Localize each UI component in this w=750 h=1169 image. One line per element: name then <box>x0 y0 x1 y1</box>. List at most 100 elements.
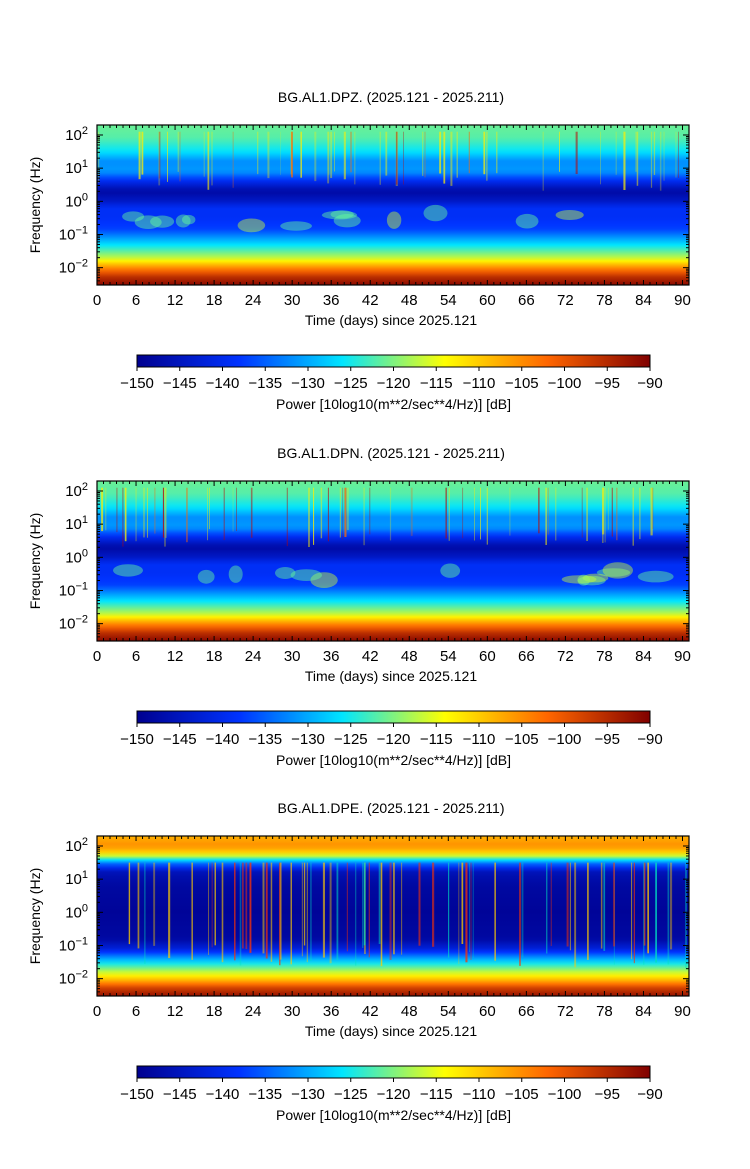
transient-streak <box>236 487 237 531</box>
noise-blob <box>440 563 461 578</box>
transient-streak <box>279 862 282 960</box>
transient-streak <box>613 862 615 947</box>
spectrogram-background <box>97 481 689 641</box>
colorbar: −150 −145 −140 −135 −130 −125 −120 −115 −110 −105… <box>120 354 663 412</box>
transient-streak <box>363 862 366 946</box>
x-tick-label: 30 <box>284 292 301 309</box>
transient-streak <box>207 131 210 190</box>
x-axis-label: Time (days) since 2025.121 <box>305 668 477 684</box>
transient-streak <box>270 862 273 962</box>
x-tick-label: 18 <box>206 1003 223 1020</box>
y-axis-label: Frequency (Hz) <box>27 868 43 964</box>
x-tick-label: 78 <box>596 292 613 309</box>
colorbar-tick-label: −105 <box>505 731 539 748</box>
y-tick-label: 10−1 <box>59 935 88 954</box>
transient-streak <box>659 131 662 191</box>
transient-streak <box>470 862 472 960</box>
transient-streak <box>339 487 341 538</box>
transient-streak <box>322 862 325 958</box>
transient-streak <box>239 862 242 966</box>
transient-streak <box>208 862 209 955</box>
transient-streak <box>393 862 395 955</box>
transient-streak <box>635 131 637 172</box>
colorbar-tick-label: −130 <box>291 375 325 392</box>
panel-1: BG.AL1.DPN. (2025.121 - 2025.211) 0 6 12 18 2… <box>27 445 691 768</box>
x-tick-label: 90 <box>674 648 691 665</box>
transient-streak <box>280 131 281 175</box>
panel-2: BG.AL1.DPE. (2025.121 - 2025.211) 0 6 12 18 2… <box>27 800 691 1123</box>
transient-streak <box>566 862 569 947</box>
x-tick-label: 72 <box>557 648 574 665</box>
transient-streak <box>401 862 403 955</box>
x-tick-label: 12 <box>167 292 184 309</box>
colorbar-tick-label: −115 <box>420 731 453 748</box>
x-tick-label: 42 <box>362 1003 379 1020</box>
noise-blob <box>182 214 196 225</box>
transient-streak <box>122 487 124 547</box>
colorbar-tick-label: −100 <box>548 731 582 748</box>
transient-streak <box>303 862 306 946</box>
y-axis-label: Frequency (Hz) <box>27 157 43 253</box>
transient-streak <box>678 131 679 178</box>
transient-streak <box>445 487 447 539</box>
noise-blob <box>280 221 312 231</box>
x-tick-label: 42 <box>362 292 379 309</box>
transient-streak <box>249 862 252 953</box>
transient-streak <box>186 487 188 543</box>
noise-blob <box>175 214 191 228</box>
transient-streak <box>329 862 332 964</box>
colorbar-tick-label: −120 <box>377 1086 411 1103</box>
transient-streak <box>581 487 583 538</box>
transient-streak <box>347 487 349 530</box>
transient-streak <box>147 487 148 538</box>
colorbar-tick-label: −150 <box>120 1086 154 1103</box>
transient-streak <box>306 862 308 963</box>
x-tick-label: 30 <box>284 1003 301 1020</box>
transient-streak <box>653 131 656 175</box>
transient-streak <box>128 862 131 945</box>
x-tick-label: 18 <box>206 292 223 309</box>
x-tick-label: 24 <box>245 1003 262 1020</box>
transient-streak <box>334 131 335 172</box>
transient-streak <box>137 862 140 949</box>
colorbar-tick-label: −90 <box>637 375 662 392</box>
noise-blob <box>637 570 674 583</box>
transient-streak <box>636 131 639 186</box>
transient-streak <box>575 131 578 174</box>
x-tick-label: 18 <box>206 648 223 665</box>
transient-streak <box>350 131 352 173</box>
transient-streak <box>245 862 248 950</box>
transient-streak <box>574 862 577 968</box>
x-tick-label: 54 <box>440 292 457 309</box>
transient-streak <box>105 487 107 531</box>
transient-streak <box>474 487 475 541</box>
colorbar-tick-label: −125 <box>334 1086 368 1103</box>
y-tick-label: 10−1 <box>59 580 88 599</box>
transient-streak <box>124 487 127 542</box>
y-tick-label: 10−2 <box>59 258 88 277</box>
colorbar-tick-label: −130 <box>291 731 325 748</box>
transient-streak <box>207 487 208 541</box>
x-tick-label: 48 <box>401 292 418 309</box>
transient-streak <box>143 487 145 538</box>
chart-title: BG.AL1.DPN. (2025.121 - 2025.211) <box>277 445 505 461</box>
colorbar-tick-label: −125 <box>334 731 368 748</box>
transient-streak <box>462 487 464 539</box>
transient-streak <box>362 862 364 948</box>
x-tick-label: 48 <box>401 1003 418 1020</box>
colorbar-label: Power [10log10(m**2/sec**4/Hz)] [dB] <box>276 752 511 768</box>
transient-streak <box>232 131 234 188</box>
noise-blob <box>290 569 322 581</box>
y-tick-label: 10−2 <box>59 969 88 988</box>
noise-blob <box>577 575 606 586</box>
x-tick-label: 6 <box>132 1003 140 1020</box>
y-axis: 10−2 10−1 100 101 102 <box>59 480 689 642</box>
x-tick-label: 6 <box>132 292 140 309</box>
colorbar-tick-label: −145 <box>163 731 197 748</box>
transient-streak <box>616 487 618 541</box>
transient-streak <box>655 862 657 963</box>
y-tick-label: 102 <box>65 481 88 500</box>
y-tick-label: 100 <box>65 547 88 566</box>
transient-streak <box>343 131 346 180</box>
